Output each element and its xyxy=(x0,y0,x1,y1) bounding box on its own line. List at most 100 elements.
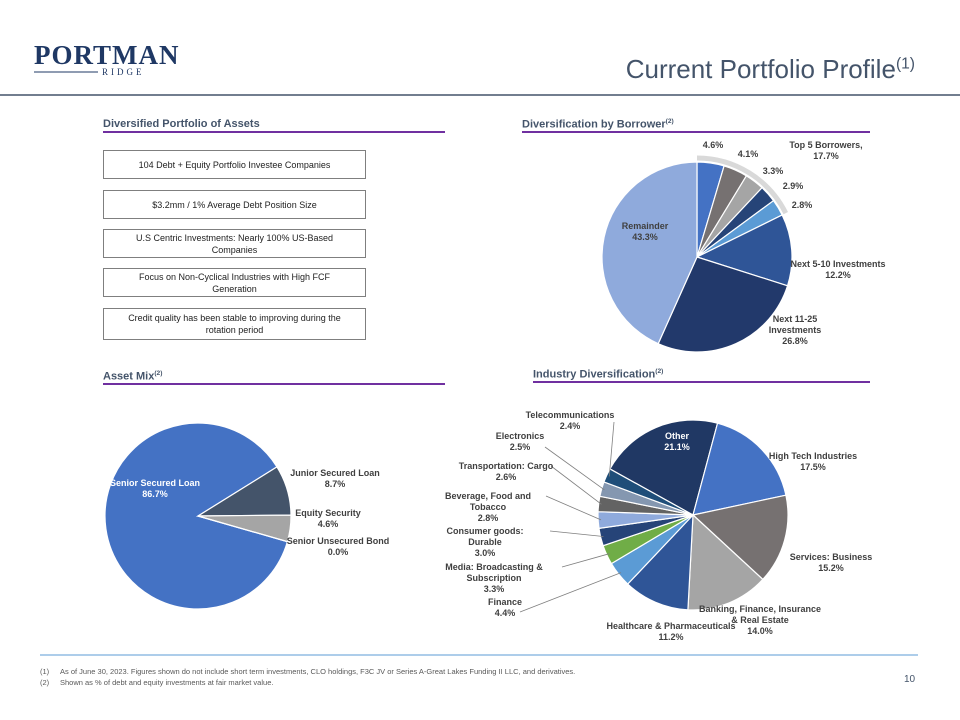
highlight-box: 104 Debt + Equity Portfolio Investee Com… xyxy=(103,150,366,179)
category-label: Equity Security xyxy=(295,508,361,518)
annotation: Top 5 Borrowers, 17.7% xyxy=(781,140,871,162)
group-arc xyxy=(696,155,789,215)
category-label: Finance xyxy=(487,597,522,607)
chart-title-note: (2) xyxy=(655,368,664,375)
category-label: Media: Broadcasting & Subscription xyxy=(445,562,543,583)
data-label: 4.1% xyxy=(693,149,803,160)
value-label: 43.3% xyxy=(632,232,658,242)
leader-line xyxy=(519,572,622,613)
data-label: 2.9% xyxy=(738,181,848,192)
value-label: 3.3% xyxy=(762,166,784,176)
data-label: Beverage, Food and Tobacco 2.8% xyxy=(433,491,543,524)
category-label: Other xyxy=(664,431,689,441)
value-label: 4.4% xyxy=(494,608,516,618)
title-text: Current Portfolio Profile xyxy=(625,54,896,84)
chart-title: Asset Mix(2) xyxy=(103,370,162,383)
value-label: 4.6% xyxy=(702,140,724,150)
category-label: Next 11-25 Investments xyxy=(768,314,822,335)
category-label: Healthcare & Pharmaceuticals xyxy=(606,621,736,631)
footnote: (1) As of June 30, 2023. Figures shown do… xyxy=(40,667,575,676)
pie-slice xyxy=(104,422,289,610)
data-label: Telecommunications 2.4% xyxy=(525,410,615,432)
leader-line xyxy=(544,446,605,491)
data-label: Senior Unsecured Bond 0.0% xyxy=(283,536,393,558)
value-label: 21.1% xyxy=(664,442,690,452)
pie-slice xyxy=(609,419,719,516)
leader-line xyxy=(545,495,602,521)
data-label: Electronics 2.5% xyxy=(465,431,575,453)
value-label: 15.2% xyxy=(818,563,844,573)
value-label: 3.0% xyxy=(474,548,496,558)
category-label: Services: Business xyxy=(789,552,873,562)
category-label: Remainder xyxy=(621,221,669,231)
value-label: 2.5% xyxy=(509,442,531,452)
leader-line xyxy=(608,421,615,477)
leader-line xyxy=(561,553,610,568)
page-title: Current Portfolio Profile(1) xyxy=(626,54,915,85)
value-label: 11.2% xyxy=(658,632,684,642)
category-label: Telecommunications xyxy=(525,410,615,420)
data-label: 3.3% xyxy=(718,166,828,177)
title-note: (1) xyxy=(895,55,915,73)
category-label: Next 5-10 Investments xyxy=(790,259,886,269)
category-label: Senior Unsecured Bond xyxy=(286,536,390,546)
data-label: Transportation: Cargo 2.6% xyxy=(451,461,561,483)
category-label: Banking, Finance, Insurance & Real Estat… xyxy=(698,604,822,625)
value-label: 2.4% xyxy=(559,421,581,431)
value-label: 2.8% xyxy=(791,200,813,210)
leader-line xyxy=(550,465,602,505)
category-label: Junior Secured Loan xyxy=(290,468,380,478)
category-label: Senior Secured Loan xyxy=(109,478,201,488)
pie-slice xyxy=(691,494,789,581)
chart-title: Industry Diversification(2) xyxy=(533,368,663,381)
pie-slice xyxy=(692,422,787,516)
highlight-box: Credit quality has been stable to improv… xyxy=(103,308,366,340)
chart-title-note: (2) xyxy=(154,370,163,377)
section-title: Diversified Portfolio of Assets xyxy=(103,118,260,130)
value-label: 2.9% xyxy=(782,181,804,191)
chart-title: Diversification by Borrower(2) xyxy=(522,118,674,131)
data-label: Remainder 43.3% xyxy=(590,221,700,243)
chart-title-text: Asset Mix xyxy=(103,370,155,383)
category-label: Transportation: Cargo xyxy=(458,461,554,471)
pie-slice xyxy=(687,513,764,611)
footnote-text: As of June 30, 2023. Figures shown do no… xyxy=(60,667,576,676)
data-label: Healthcare & Pharmaceuticals 11.2% xyxy=(601,621,741,643)
logo: PORTMAN xyxy=(34,40,180,70)
category-label: High Tech Industries xyxy=(768,451,858,461)
pie-slice xyxy=(601,161,698,345)
value-label: 14.0% xyxy=(747,626,773,636)
value-label: 17.5% xyxy=(800,462,826,472)
data-label: Media: Broadcasting & Subscription 3.3% xyxy=(419,562,569,595)
chart-title-text: Diversification by Borrower xyxy=(522,118,666,131)
pie-slice xyxy=(197,515,288,543)
footnote-text: Shown as % of debt and equity investment… xyxy=(60,678,274,687)
data-label: Finance 4.4% xyxy=(450,597,560,619)
logo-sub: RIDGE xyxy=(102,67,145,77)
pie-slice xyxy=(695,214,793,287)
footnote: (2) Shown as % of debt and equity investm… xyxy=(40,678,273,687)
highlight-box: $3.2mm / 1% Average Debt Position Size xyxy=(103,190,366,219)
data-label: Senior Secured Loan 86.7% xyxy=(100,478,210,500)
annotation-value: 17.7% xyxy=(813,151,839,161)
data-label: High Tech Industries 17.5% xyxy=(758,451,868,473)
data-label: 2.8% xyxy=(747,200,857,211)
data-label: Next 5-10 Investments 12.2% xyxy=(783,259,893,281)
value-label: 2.6% xyxy=(495,472,517,482)
data-label: Junior Secured Loan 8.7% xyxy=(280,468,390,490)
category-label: Beverage, Food and Tobacco xyxy=(444,491,532,512)
value-label: 4.1% xyxy=(737,149,759,159)
footnote-marker: (1) xyxy=(40,667,50,676)
value-label: 8.7% xyxy=(324,479,346,489)
value-label: 86.7% xyxy=(142,489,168,499)
page-number: 10 xyxy=(904,674,916,685)
value-label: 3.3% xyxy=(483,584,505,594)
data-label: Banking, Finance, Insurance & Real Estat… xyxy=(695,604,825,637)
pie-slice xyxy=(626,513,694,611)
value-label: 12.2% xyxy=(825,270,851,280)
annotation-text: Top 5 Borrowers, xyxy=(789,140,863,150)
chart-title-note: (2) xyxy=(665,118,674,125)
category-label: Consumer goods: Durable xyxy=(446,526,524,547)
